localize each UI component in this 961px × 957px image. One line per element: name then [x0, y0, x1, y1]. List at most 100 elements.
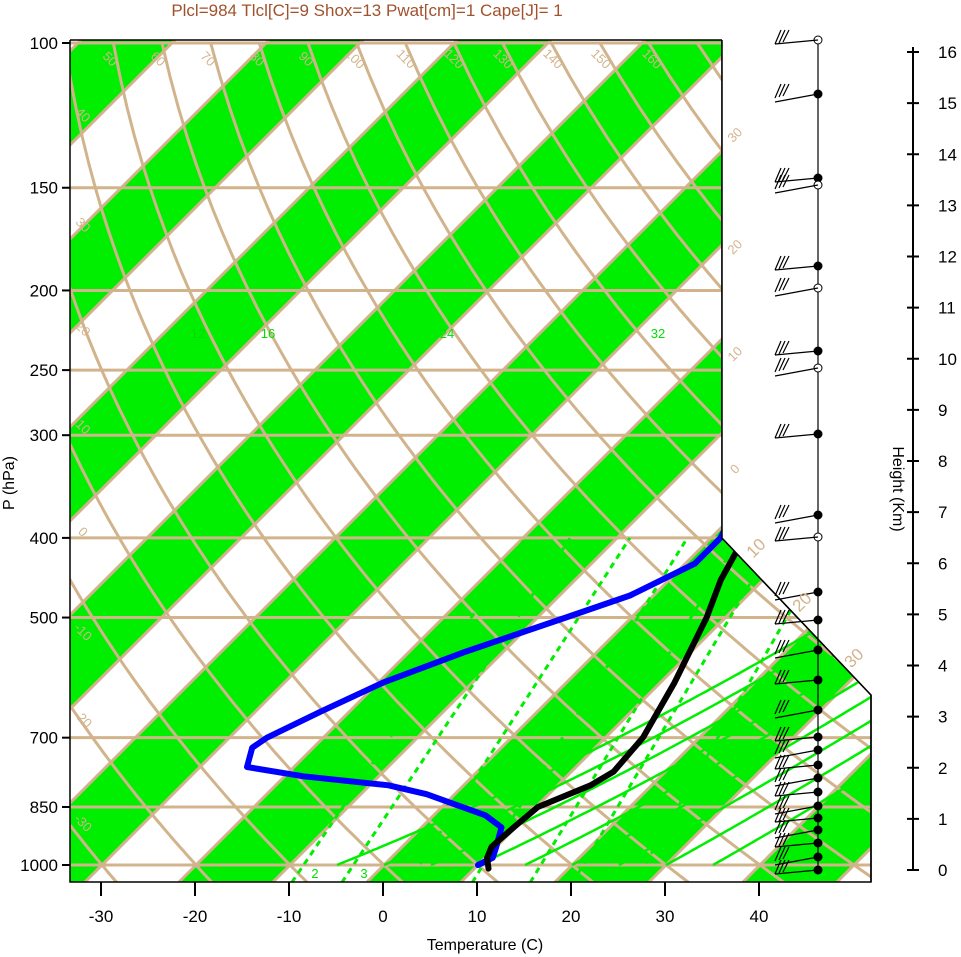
dry-adiabat — [160, 42, 785, 882]
barb-flag — [778, 699, 786, 714]
x-tick-label: 20 — [562, 907, 581, 926]
height-tick-label: 7 — [938, 503, 947, 522]
barb-flag — [782, 726, 790, 740]
barb-flag — [782, 581, 790, 595]
barb-flag — [782, 29, 790, 43]
mixing-ratio-label: 2 — [311, 866, 318, 881]
x-tick-label: -10 — [277, 907, 302, 926]
barb-flag — [774, 357, 782, 373]
barb-flag — [774, 846, 782, 862]
barb-flag — [778, 277, 786, 292]
barb-flag — [774, 767, 782, 783]
isotherm-line — [70, 40, 741, 882]
moist-adiabat — [336, 289, 871, 867]
barb-flag — [774, 699, 782, 715]
isotherm-line — [70, 40, 553, 882]
barb-flag — [782, 83, 790, 97]
barb-flag — [778, 819, 786, 834]
barb-shaft — [774, 856, 819, 866]
y-tick-label: 400 — [30, 529, 58, 548]
isotherm-line — [70, 40, 647, 882]
barb-flag — [782, 859, 790, 873]
dry-adiabat — [70, 42, 595, 882]
barb-flag — [774, 609, 782, 625]
isotherm-line — [70, 40, 835, 882]
barb-flag — [774, 726, 782, 742]
barb-flag — [778, 781, 786, 796]
y-tick-label: 500 — [30, 609, 58, 628]
height-tick-label: 8 — [938, 452, 947, 471]
y-tick-label: 300 — [30, 426, 58, 445]
temperature-band — [555, 40, 871, 882]
barb-shaft — [774, 619, 819, 625]
mixing-ratio-label: 16 — [261, 326, 275, 341]
barb-flag — [782, 754, 790, 768]
height-tick-label: 15 — [938, 94, 957, 113]
barb-shaft — [774, 184, 819, 194]
height-tick-label: 0 — [938, 861, 947, 880]
x-axis-title: Temperature (C) — [427, 937, 543, 954]
barb-flag — [774, 174, 782, 190]
barb-flag — [782, 423, 790, 437]
dry-adiabat — [70, 42, 309, 882]
y-tick-label: 200 — [30, 281, 58, 300]
height-axis-title: Height (Km) — [889, 446, 906, 531]
height-tick-label: 3 — [938, 708, 947, 727]
barb-shaft — [774, 777, 819, 787]
y-axis-title: P (hPa) — [1, 456, 18, 510]
barb-flag — [782, 832, 790, 846]
moist-adiabat — [524, 289, 871, 867]
y-tick-label: 150 — [30, 179, 58, 198]
barb-flag — [778, 340, 786, 355]
mixing-ratio-label: 32 — [651, 326, 665, 341]
barb-flag — [774, 739, 782, 755]
height-tick-label: 6 — [938, 554, 947, 573]
barb-flag — [778, 669, 786, 684]
isotherm-line — [177, 40, 871, 882]
barb-shaft — [774, 591, 819, 601]
height-tick-label: 9 — [938, 401, 947, 420]
height-tick-label: 4 — [938, 657, 947, 676]
plot-border-right — [721, 40, 872, 882]
barb-shaft — [774, 649, 819, 659]
barb-flag — [782, 846, 790, 860]
barb-flag — [774, 29, 782, 45]
moist-adiabat — [665, 289, 871, 867]
y-tick-label: 1000 — [20, 856, 58, 875]
barb-flag — [778, 504, 786, 519]
barb-shaft — [774, 805, 819, 815]
dry-adiabat — [452, 42, 871, 882]
x-tick-label: -30 — [89, 907, 114, 926]
mixing-ratio-label: 24 — [440, 326, 454, 341]
isotherm-label: 70 — [198, 48, 219, 69]
barb-flag — [782, 819, 790, 833]
barb-shaft — [774, 287, 819, 297]
temperature-band — [70, 40, 739, 882]
barb-flag — [774, 340, 782, 356]
x-tick-label: 10 — [468, 907, 487, 926]
mixing-ratio-label: 3 — [360, 866, 367, 881]
height-tick-label: 12 — [938, 248, 957, 267]
x-tick-label: 0 — [378, 907, 387, 926]
barb-shaft — [774, 869, 819, 875]
height-tick-label: 16 — [938, 43, 957, 62]
height-tick-label: 10 — [938, 350, 957, 369]
isotherm-label: 150 — [588, 46, 614, 72]
barb-flag — [774, 639, 782, 655]
barb-flag — [778, 255, 786, 270]
chart-title: Plcl=984 Tlcl[C]=9 Shox=13 Pwat[cm]=1 Ca… — [171, 1, 562, 20]
isotherm-line — [70, 40, 271, 882]
barb-flag — [778, 639, 786, 654]
barb-flag — [782, 795, 790, 809]
barb-flag — [778, 754, 786, 769]
barb-shaft — [774, 93, 819, 103]
isotherm-label: 140 — [540, 46, 566, 72]
barb-flag — [774, 526, 782, 542]
barb-flag — [778, 83, 786, 98]
dry-adiabat — [70, 42, 404, 882]
height-tick-label: 11 — [938, 299, 956, 318]
barb-shaft — [774, 367, 819, 377]
isotherm-line — [70, 40, 365, 882]
barb-shaft — [774, 39, 819, 45]
